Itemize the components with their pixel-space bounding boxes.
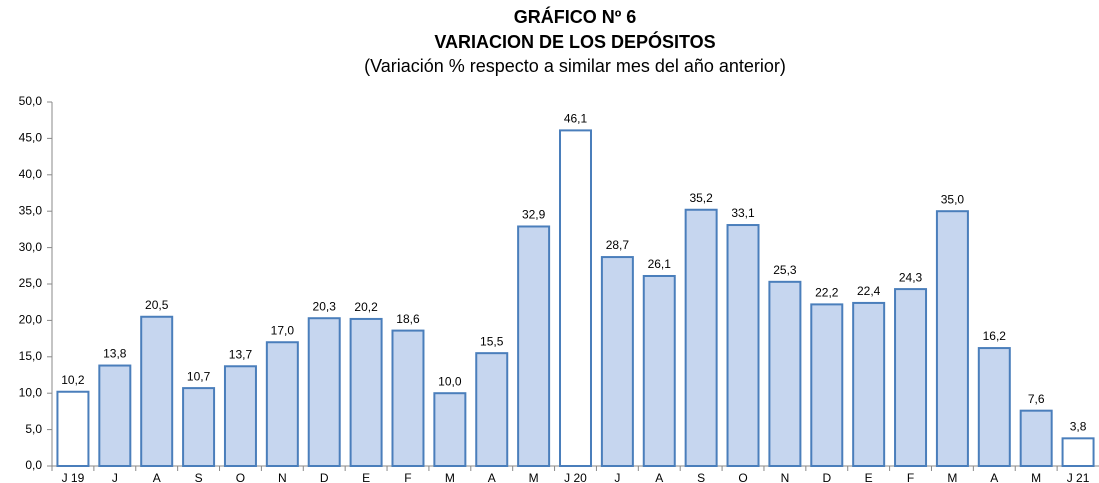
chart-subtitle: VARIACION DE LOS DEPÓSITOS (434, 31, 715, 52)
x-tick-label: J (614, 471, 620, 483)
value-label: 20,2 (354, 300, 378, 314)
value-label: 22,4 (857, 284, 881, 298)
x-tick-label: A (153, 471, 161, 483)
bar (977, 347, 1011, 467)
value-label: 35,0 (941, 192, 965, 206)
bar (1061, 437, 1095, 467)
y-tick-label: 25,0 (19, 276, 43, 290)
y-tick-label: 15,0 (19, 349, 43, 363)
bar (810, 303, 844, 467)
bar (433, 392, 467, 468)
bar (894, 288, 928, 468)
y-tick-label: 30,0 (19, 240, 43, 254)
bar (265, 341, 299, 467)
x-tick-label: J 20 (564, 471, 587, 483)
x-tick-label: N (781, 471, 790, 483)
bar (684, 208, 718, 468)
bar (182, 387, 216, 468)
value-label: 33,1 (731, 206, 755, 220)
value-label: 26,1 (648, 257, 672, 271)
x-tick-label: M (947, 471, 957, 483)
value-label: 25,3 (773, 263, 797, 277)
value-label: 10,0 (438, 374, 462, 388)
x-tick-label: E (865, 471, 873, 483)
value-label: 17,0 (271, 323, 295, 337)
x-tick-label: S (697, 471, 705, 483)
y-tick-label: 45,0 (19, 131, 43, 145)
y-tick-label: 20,0 (19, 313, 43, 327)
x-tick-label: J 19 (62, 471, 85, 483)
value-label: 46,1 (564, 112, 588, 126)
x-tick-label: S (195, 471, 203, 483)
y-tick-label: 35,0 (19, 203, 43, 217)
x-tick-label: D (320, 471, 329, 483)
x-tick-label: N (278, 471, 287, 483)
bar (98, 364, 132, 468)
bar (600, 256, 634, 467)
x-tick-label: D (822, 471, 831, 483)
y-tick-label: 0,0 (25, 458, 42, 472)
value-label: 22,2 (815, 286, 839, 300)
value-label: 10,2 (61, 373, 85, 387)
x-tick-label: A (990, 471, 998, 483)
value-label: 24,3 (899, 270, 923, 284)
bar (642, 274, 676, 467)
value-label: 15,5 (480, 334, 504, 348)
bar (475, 352, 509, 467)
bar (307, 317, 341, 467)
bar (559, 129, 592, 467)
chart-note: (Variación % respecto a similar mes del … (364, 56, 786, 76)
x-tick-label: A (655, 471, 663, 483)
y-tick-label: 5,0 (25, 422, 42, 436)
value-label: 13,7 (229, 347, 253, 361)
y-tick-label: 50,0 (19, 94, 43, 108)
x-tick-label: O (738, 471, 747, 483)
bar (140, 315, 174, 468)
value-label: 13,8 (103, 347, 127, 361)
x-tick-label: F (907, 471, 914, 483)
value-label: 7,6 (1028, 392, 1045, 406)
value-label: 32,9 (522, 208, 546, 222)
value-label: 16,2 (983, 329, 1007, 343)
value-label: 20,5 (145, 298, 169, 312)
bar (56, 390, 90, 467)
value-label: 10,7 (187, 369, 211, 383)
bar (852, 301, 886, 468)
bar (391, 329, 425, 468)
chart-title: GRÁFICO Nº 6 (514, 6, 637, 27)
bar (349, 317, 383, 467)
bar (517, 225, 551, 467)
x-tick-label: E (362, 471, 370, 483)
value-label: 3,8 (1070, 420, 1087, 434)
bar (935, 210, 969, 467)
x-tick-label: J (112, 471, 118, 483)
x-tick-label: M (445, 471, 455, 483)
x-tick-label: M (529, 471, 539, 483)
x-tick-label: A (488, 471, 496, 483)
value-label: 18,6 (396, 312, 420, 326)
x-tick-label: M (1031, 471, 1041, 483)
bar (768, 280, 802, 468)
bar (223, 365, 257, 468)
y-tick-label: 40,0 (19, 167, 43, 181)
x-tick-label: F (404, 471, 411, 483)
x-tick-label: J 21 (1067, 471, 1090, 483)
value-label: 35,2 (689, 191, 713, 205)
y-tick-label: 10,0 (19, 385, 43, 399)
bar (726, 224, 760, 467)
bar (1019, 409, 1053, 467)
value-label: 28,7 (606, 238, 630, 252)
x-tick-label: O (236, 471, 245, 483)
value-label: 20,3 (313, 299, 337, 313)
